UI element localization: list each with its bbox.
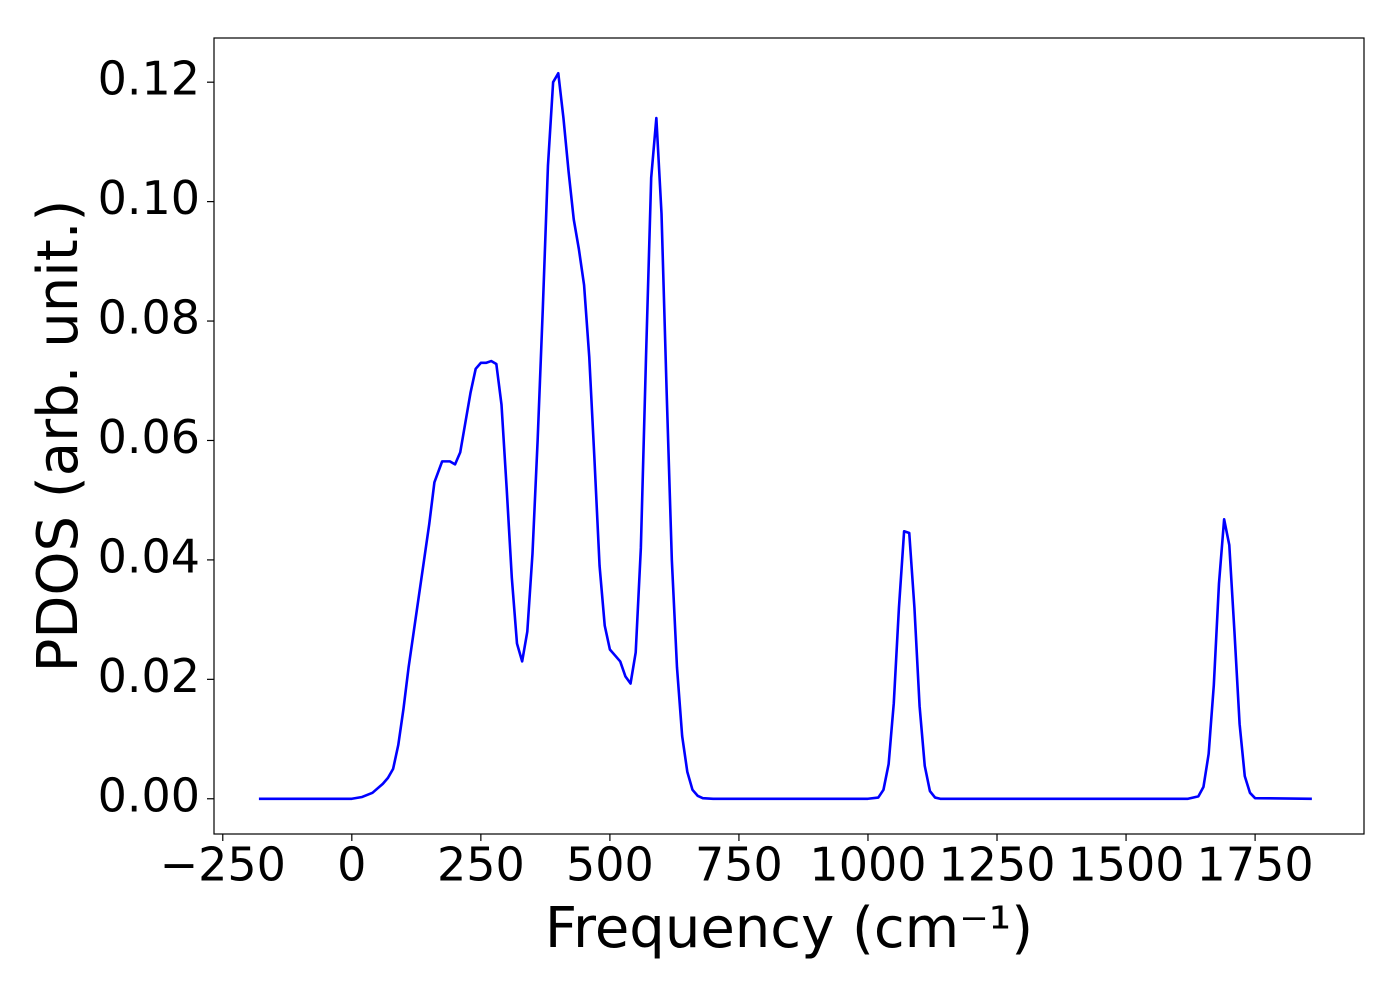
y-tick-label: 0.12	[98, 52, 200, 106]
y-tick-label: 0.10	[98, 171, 200, 225]
y-tick-label: 0.02	[98, 649, 200, 703]
plot-frame	[213, 37, 1365, 835]
x-tick-label: 1750	[1197, 838, 1314, 892]
y-tick-label: 0.06	[98, 410, 200, 464]
x-tick-label: 250	[437, 838, 525, 892]
x-tick-label: 1000	[809, 838, 926, 892]
y-axis-label: PDOS (arb. unit.)	[26, 200, 91, 673]
y-tick-label: 0.08	[98, 291, 200, 345]
x-tick-label: 1500	[1068, 838, 1185, 892]
x-tick-label: 750	[695, 838, 783, 892]
line-series	[258, 71, 1312, 801]
x-axis-label: Frequency (cm⁻¹)	[545, 896, 1033, 961]
x-tick-label: −250	[160, 838, 286, 892]
x-tick-label: 0	[337, 838, 366, 892]
x-tick-label: 500	[566, 838, 654, 892]
x-tick-label: 1250	[938, 838, 1055, 892]
y-tick-label: 0.04	[98, 529, 200, 583]
y-tick-label: 0.00	[98, 768, 200, 822]
